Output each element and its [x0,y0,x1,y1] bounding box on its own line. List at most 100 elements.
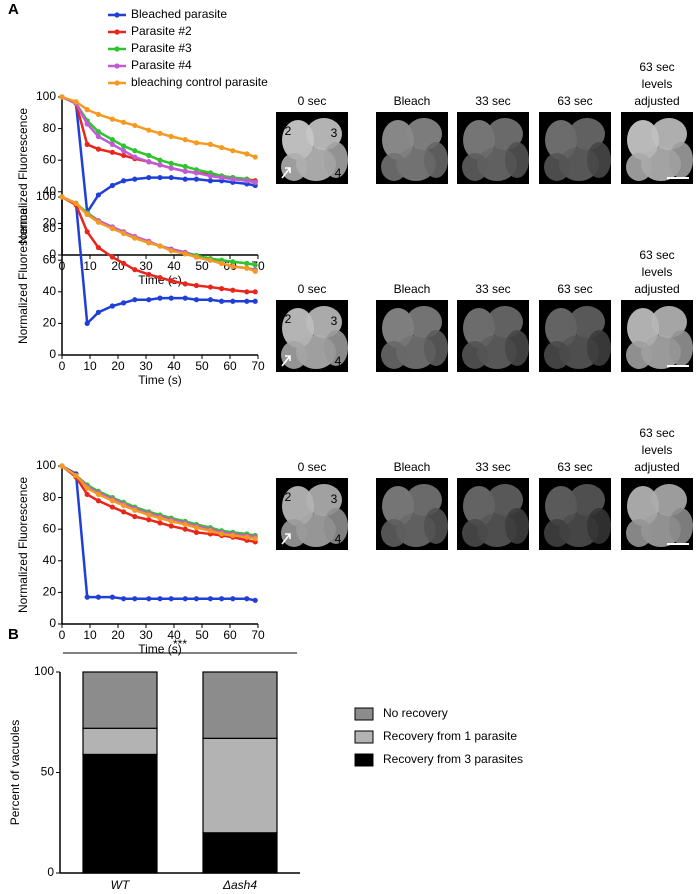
data-point [207,297,213,303]
image-column-label: Bleach [393,460,431,474]
data-point [157,162,163,168]
y-tick-label: 60 [43,521,57,535]
cell [505,508,529,544]
data-point [95,309,101,315]
y-tick-label: 80 [43,490,57,504]
cell [651,306,687,338]
cell [626,153,652,181]
data-point [207,596,213,602]
x-tick-label: 0 [59,359,66,373]
cell [651,118,687,150]
data-point [84,485,90,491]
y-tick-label: 60 [43,152,57,166]
data-point [95,594,101,600]
image-column-label: Bleach [393,94,431,108]
data-point [157,596,163,602]
x-tick-label: 0 [59,628,66,642]
data-point [95,111,101,117]
data-point [157,157,163,163]
data-point [121,300,127,306]
data-point [121,596,127,602]
microscopy-image: 2 3 4 [276,112,348,184]
data-point [219,298,225,304]
data-point [95,133,101,140]
y-tick-label: 20 [43,216,57,230]
data-point [182,295,188,301]
x-tick-label: 40 [167,359,181,373]
x-tick-label: 20 [111,359,125,373]
data-point [244,289,250,295]
data-point [193,170,199,176]
data-point [207,178,213,184]
series-line [61,464,256,540]
data-point [95,491,101,498]
data-point [109,141,115,147]
bar-segment [202,832,278,874]
data-point [168,523,174,529]
data-point [84,491,90,498]
data-point [121,143,127,149]
data-point [207,141,213,147]
data-point [168,596,174,602]
cell [544,519,570,547]
data-point [219,286,225,292]
x-axis-label: Time (s) [138,373,182,387]
data-point [244,265,250,271]
data-point [132,513,138,520]
data-point [84,121,90,127]
y-tick-label: 60 [43,252,57,266]
data-point [193,176,199,182]
cell-label: 3 [331,126,338,140]
cell [324,330,348,366]
cell [651,484,687,516]
legend-label: Recovery from 1 parasite [383,729,517,743]
legend-label: Recovery from 3 parasites [383,752,523,766]
data-point [109,254,115,260]
data-point [157,130,163,136]
data-point [230,298,236,304]
data-point [244,298,250,304]
data-point [219,531,225,537]
x-tick-label: 20 [111,628,125,642]
data-point [109,226,115,232]
legend-marker [114,63,120,69]
microscopy-image: 2 3 4 [276,478,348,550]
data-point [146,517,152,523]
legend-swatch [354,707,374,721]
data-point [121,119,127,125]
y-axis-label: Normalized Fluorescence [16,208,30,344]
data-point [109,498,115,504]
microscopy-image [457,478,529,550]
data-point [193,282,199,289]
data-point [109,116,115,122]
series-line [61,95,256,184]
data-point [132,507,138,513]
bar-segment [82,727,158,756]
panel-label: B [8,626,19,643]
panel-label: A [8,1,19,18]
data-point [132,176,138,182]
data-point [132,235,138,241]
data-point [132,122,138,129]
data-point [109,504,115,510]
data-point [219,596,225,602]
data-point [84,594,90,600]
cell-label: 2 [285,312,292,326]
y-tick-label: 40 [43,553,57,567]
data-point [168,160,174,166]
cell-label: 2 [285,490,292,504]
data-point [121,502,127,509]
cell [306,484,342,516]
data-point [207,528,213,534]
legend-label: Parasite #2 [131,24,192,38]
y-tick-label: 100 [34,664,54,678]
image-column-label: 63 sec levels adjusted [634,60,680,108]
cell-label: 4 [335,532,342,546]
data-point [146,297,152,303]
data-point [207,284,213,290]
cell [544,153,570,181]
cell [487,306,523,338]
cell [587,508,611,544]
data-point [84,320,90,326]
